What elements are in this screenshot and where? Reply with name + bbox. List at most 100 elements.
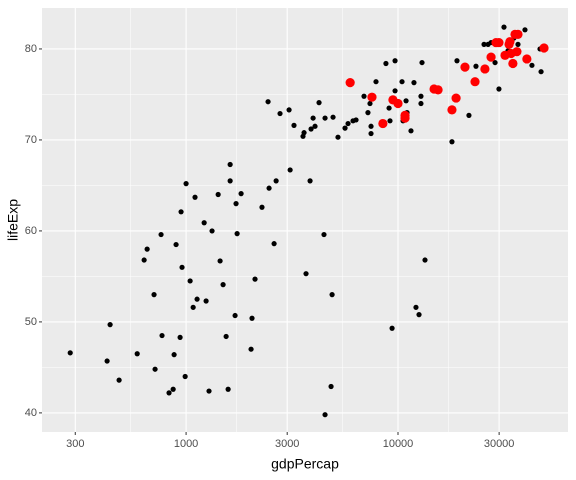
point [386,105,392,111]
x-tick-label: 3000 [275,438,299,450]
point [134,351,140,357]
point [373,79,379,85]
point [217,258,223,264]
point [389,325,395,331]
point [481,41,487,47]
point [287,167,293,173]
x-tick-label: 10000 [383,438,414,450]
point [307,178,313,184]
point [183,181,189,187]
point [418,100,424,107]
point [413,304,419,310]
point [454,58,460,64]
point [505,37,515,47]
point [321,231,327,238]
point [486,52,496,62]
y-tick-label: 80 [25,43,37,55]
point [447,105,457,115]
x-tick-label: 1000 [174,438,198,450]
point [480,64,490,74]
point [291,122,297,128]
point [418,93,424,99]
point [322,115,328,121]
point [107,322,113,328]
point [403,98,409,104]
point [345,78,355,88]
point [393,98,403,109]
point [508,58,518,69]
point [151,292,157,298]
point [177,334,183,340]
point [194,296,200,302]
point [335,134,341,140]
point [152,366,158,372]
point [316,100,322,106]
point [513,29,523,39]
point [182,373,188,380]
point [227,161,233,168]
y-tick-label: 60 [25,225,37,237]
point [252,276,258,282]
point [368,130,374,137]
point [225,386,231,392]
point [277,110,283,117]
y-axis-title: lifeExp [5,199,21,241]
point [141,257,147,263]
point [266,185,272,191]
point [501,24,507,30]
point [399,79,405,85]
x-tick-label: 300 [66,438,84,450]
point [492,59,498,66]
point [308,126,314,132]
point [286,107,292,113]
y-tick-label: 40 [25,407,37,419]
point [233,201,239,207]
point [227,178,233,184]
y-tick-label: 50 [25,316,37,328]
point [387,118,393,124]
point [539,43,549,53]
point [215,191,221,198]
point [345,120,351,127]
point [433,85,443,95]
point [312,123,318,129]
point [67,350,73,356]
point [411,80,417,86]
grid [42,8,568,432]
point [473,63,479,69]
marks [67,24,549,418]
point [179,264,185,270]
point [232,312,238,319]
point [328,383,334,390]
point [144,246,150,252]
point [271,241,277,247]
panel [42,8,568,432]
y-tick-label: 70 [25,134,37,146]
point [223,333,229,340]
point [203,298,209,304]
point [238,191,244,197]
point [310,115,316,121]
point [496,86,502,92]
point [522,27,528,33]
point [494,37,504,48]
point [342,125,348,131]
point [392,88,398,94]
point [419,59,425,66]
point [104,358,110,364]
point [361,93,367,99]
point [522,54,532,64]
point [234,231,240,237]
point [249,315,255,321]
point [460,62,470,72]
point [170,386,176,392]
point [273,178,279,184]
point [220,282,226,288]
point [451,93,461,103]
point [470,77,480,87]
point [265,99,271,105]
point [301,130,307,136]
point [329,292,335,298]
